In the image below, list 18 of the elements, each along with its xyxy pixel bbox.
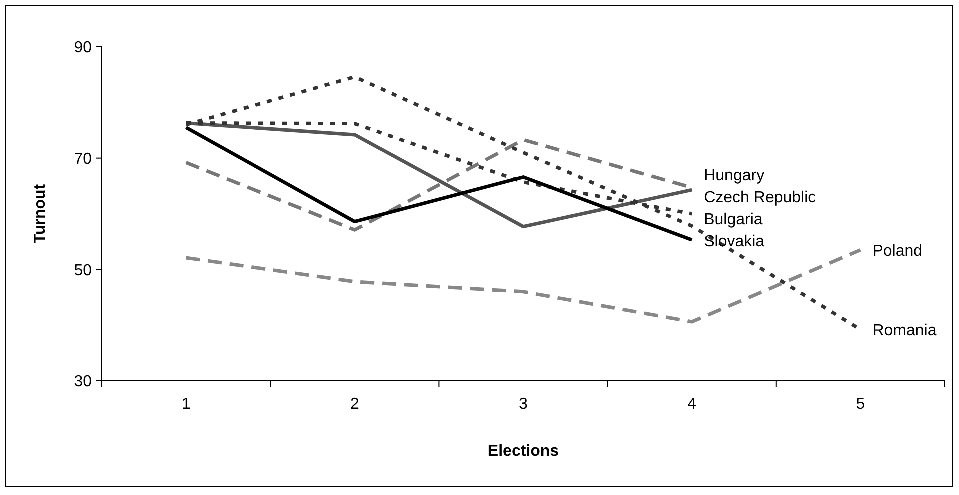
series-label: Romania: [872, 322, 937, 340]
x-tick-label: 2: [350, 396, 360, 413]
series-label: Poland: [872, 242, 923, 260]
x-tick-label: 5: [856, 396, 866, 413]
y-tick-label: 50: [74, 262, 92, 280]
y-tick-label: 30: [74, 374, 92, 391]
series-label: Czech Republic: [704, 190, 816, 207]
x-tick-label: 3: [519, 396, 528, 413]
x-axis-title: Elections: [488, 443, 560, 460]
y-tick-label: 70: [74, 150, 92, 168]
x-tick-label: 4: [688, 396, 697, 413]
series-label: Bulgaria: [704, 212, 763, 229]
series-label: Slovakia: [704, 234, 765, 251]
x-tick-label: 1: [182, 396, 191, 413]
y-axis-title: Turnout: [32, 184, 49, 244]
line-series: [184, 248, 862, 324]
y-tick-label: 90: [74, 40, 92, 57]
series-label: Hungary: [704, 168, 765, 185]
